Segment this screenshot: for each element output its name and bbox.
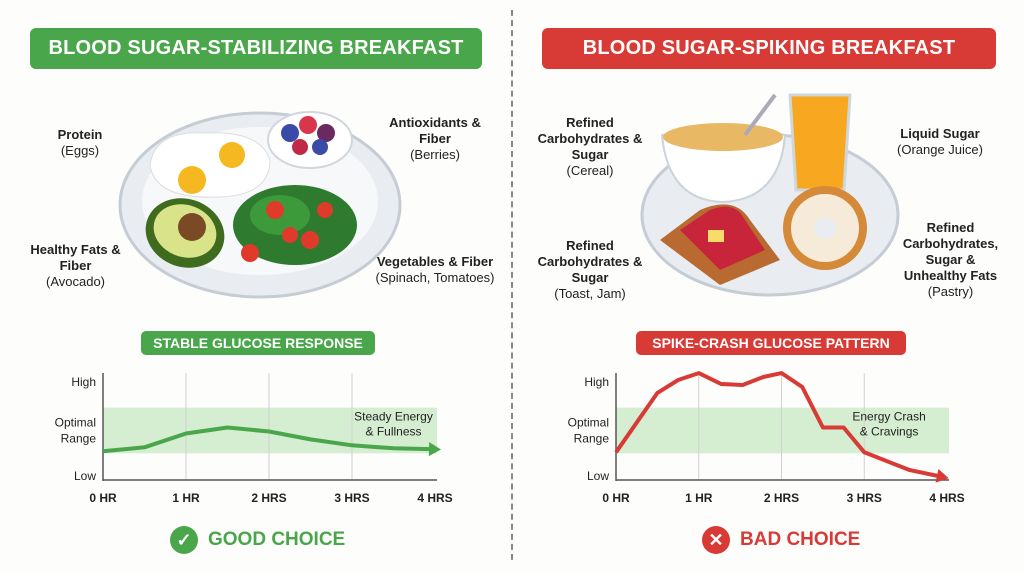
y-tick-label: Range: [574, 431, 610, 445]
right-title-banner: BLOOD SUGAR-SPIKING BREAKFAST: [542, 28, 996, 69]
left-title-banner: BLOOD SUGAR-STABILIZING BREAKFAST: [30, 28, 482, 69]
label-cereal: Refined Carbohydrates & Sugar (Cereal): [537, 115, 643, 178]
arrowhead-icon: [428, 442, 441, 457]
label-vegetables: Vegetables & Fiber (Spinach, Tomatoes): [375, 254, 495, 285]
x-tick-label: 0 HR: [602, 491, 630, 505]
bad-choice-label: BAD CHOICE: [740, 529, 861, 550]
optimal-range-band: [616, 407, 949, 454]
right-title: BLOOD SUGAR-SPIKING BREAKFAST: [582, 37, 956, 59]
label-orange-juice: Liquid Sugar (Orange Juice): [897, 126, 983, 157]
eggs-icon: [149, 132, 271, 198]
x-tick-label: 2 HRS: [764, 491, 799, 505]
x-tick-label: 3 HRS: [334, 491, 369, 505]
bad-choice-verdict: ✕ BAD CHOICE: [702, 526, 860, 554]
good-choice-label: GOOD CHOICE: [208, 529, 346, 550]
x-tick-label: 4 HRS: [929, 491, 964, 505]
berries-bowl-icon: [267, 111, 353, 169]
x-tick-label: 3 HRS: [847, 491, 882, 505]
left-chart-title: STABLE GLUCOSE RESPONSE: [141, 331, 375, 355]
y-tick-label: High: [71, 375, 96, 389]
chart-annotation: Energy Crash: [852, 410, 925, 424]
chart-annotation: & Cravings: [860, 425, 919, 439]
check-circle-icon: ✓: [170, 526, 198, 554]
good-choice-verdict: ✓ GOOD CHOICE: [170, 526, 345, 554]
healthy-plate-illustration: [118, 111, 402, 299]
x-tick-label: 1 HR: [172, 491, 200, 505]
label-pastry: Refined Carbohydrates, Sugar & Unhealthy…: [902, 220, 999, 299]
label-antioxidants: Antioxidants & Fiber (Berries): [389, 115, 481, 162]
x-circle-icon: ✕: [702, 526, 730, 554]
toast-jam-icon: [660, 204, 780, 285]
y-tick-label: Optimal: [568, 416, 609, 430]
spinach-tomatoes-icon: [233, 185, 357, 265]
right-chart-title-text: SPIKE-CRASH GLUCOSE PATTERN: [652, 335, 890, 351]
y-tick-label: Optimal: [55, 416, 96, 430]
x-tick-label: 2 HRS: [251, 491, 286, 505]
left-title: BLOOD SUGAR-STABILIZING BREAKFAST: [48, 37, 464, 59]
x-tick-label: 0 HR: [89, 491, 117, 505]
x-tick-label: 4 HRS: [417, 491, 452, 505]
pastry-icon: [783, 186, 867, 270]
cereal-bowl-icon: [660, 93, 787, 204]
y-tick-label: Low: [587, 469, 609, 483]
chart-annotation: Steady Energy: [354, 410, 433, 424]
y-tick-label: High: [584, 375, 609, 389]
label-healthy-fats: Healthy Fats & Fiber (Avocado): [30, 242, 121, 289]
unhealthy-plate-illustration: [640, 93, 900, 297]
x-tick-label: 1 HR: [685, 491, 713, 505]
orange-juice-icon: [788, 93, 852, 192]
chart-annotation: & Fullness: [365, 425, 421, 439]
arrowhead-icon: [935, 468, 949, 483]
avocado-icon: [145, 198, 225, 268]
label-toast-jam: Refined Carbohydrates & Sugar (Toast, Jam…: [537, 238, 643, 301]
left-chart-title-text: STABLE GLUCOSE RESPONSE: [153, 335, 363, 351]
glucose-line: [614, 371, 944, 479]
label-protein: Protein (Eggs): [57, 127, 103, 158]
glucose-line: [102, 425, 436, 454]
right-chart-title: SPIKE-CRASH GLUCOSE PATTERN: [636, 331, 906, 355]
center-divider: [511, 10, 513, 560]
y-tick-label: Range: [61, 431, 97, 445]
y-tick-label: Low: [74, 469, 96, 483]
